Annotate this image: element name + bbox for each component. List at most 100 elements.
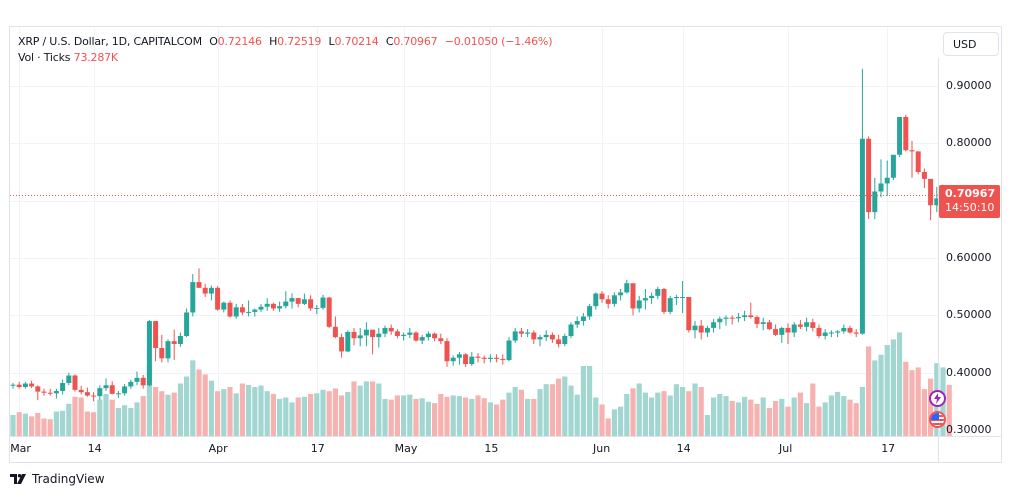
volume-bar <box>698 387 704 436</box>
candle-body <box>78 389 84 393</box>
candle-body <box>382 327 388 334</box>
volume-bar <box>847 399 853 436</box>
candle-body <box>556 339 562 344</box>
volume-bar <box>506 392 512 436</box>
tradingview-logo[interactable]: TradingView <box>10 472 105 486</box>
candle-body <box>630 283 636 309</box>
price-tick-label: 0.80000 <box>946 136 992 150</box>
brand-name: TradingView <box>32 472 105 486</box>
time-tick-label: 14 <box>676 442 691 455</box>
candle-body <box>828 332 834 334</box>
candle-body <box>661 288 667 312</box>
volume-bar <box>140 396 146 436</box>
candle-body <box>122 386 128 394</box>
candle-body <box>66 375 72 383</box>
volume-bar <box>407 394 413 436</box>
candle-body <box>655 288 661 296</box>
low-label: L <box>328 35 335 48</box>
volume-bar <box>593 397 599 436</box>
candle-body <box>543 334 549 338</box>
candle-body <box>72 375 78 390</box>
volume-bar <box>760 397 766 436</box>
candle-body <box>351 331 357 339</box>
volume-bar <box>711 397 717 436</box>
volume-bar <box>599 404 605 436</box>
candle-body <box>469 356 475 365</box>
candle-body <box>301 299 307 304</box>
volume-bar <box>525 398 531 436</box>
candle-body <box>47 392 53 394</box>
volume-bar <box>444 396 450 436</box>
candle-body <box>487 357 493 359</box>
candle-body <box>339 337 345 352</box>
lightning-event-icon[interactable] <box>929 390 946 407</box>
volume-value: 73.287K <box>73 51 119 64</box>
candle-body <box>704 327 710 333</box>
candle-body <box>308 299 314 309</box>
volume-bar <box>766 408 772 436</box>
time-tick-label: 15 <box>484 442 499 455</box>
candle-body <box>593 293 599 307</box>
volume-bar <box>729 401 735 436</box>
volume-bar <box>233 393 239 436</box>
volume-bar <box>822 402 828 436</box>
volume-bar <box>66 403 72 436</box>
candle-body <box>109 385 115 394</box>
time-tick-label: Jun <box>593 442 611 455</box>
volume-bar <box>456 396 462 436</box>
candle-body <box>345 331 351 352</box>
last-price-value: 0.70967 <box>945 187 996 200</box>
time-tick-label: Jul <box>779 442 793 455</box>
time-tick-label: Apr <box>208 442 228 455</box>
volume-bar <box>742 396 748 436</box>
volume-bar <box>921 389 927 436</box>
volume-bar <box>463 397 469 436</box>
us-flag-event-icon[interactable] <box>929 411 946 428</box>
candle-body <box>686 296 692 331</box>
volume-legend: Vol · Ticks 73.287K <box>18 51 118 64</box>
candle-body <box>605 299 611 304</box>
price-tick-label: 0.40000 <box>946 365 992 379</box>
candle-body <box>264 303 270 307</box>
price-tick-label: 0.90000 <box>946 79 992 92</box>
volume-bar <box>915 367 921 436</box>
volume-bar <box>537 389 543 436</box>
volume-bar <box>773 401 779 436</box>
volume-bar <box>717 394 723 436</box>
volume-bar <box>661 391 667 436</box>
high-label: H <box>269 35 278 48</box>
currency-button[interactable]: USD <box>943 32 999 56</box>
candle-body <box>890 154 896 178</box>
volume-bar <box>326 391 332 436</box>
candle-body <box>388 327 394 332</box>
candle-body <box>444 341 450 362</box>
volume-bar <box>97 399 103 436</box>
candle-body <box>370 329 376 338</box>
volume-bar <box>438 394 444 436</box>
candle-body <box>822 332 828 336</box>
candle-body <box>903 116 909 151</box>
volume-bar <box>10 415 16 436</box>
candle-body <box>153 321 159 349</box>
candle-body <box>60 382 66 392</box>
candle-body <box>432 333 438 339</box>
candle-body <box>258 306 264 310</box>
volume-bar <box>339 395 345 436</box>
candle-body <box>438 338 444 342</box>
volume-bar <box>549 384 555 436</box>
candle-body <box>773 329 779 335</box>
volume-bar <box>562 376 568 436</box>
candle-body <box>878 183 884 192</box>
candle-body <box>289 298 295 302</box>
volume-bar <box>605 418 611 436</box>
candle-body <box>314 307 320 309</box>
candle-body <box>673 296 679 299</box>
candle-body <box>140 377 146 386</box>
candle-body <box>41 391 47 393</box>
last-price-tag: 0.70967 14:50:10 <box>939 185 1000 218</box>
candle-body <box>29 383 35 387</box>
volume-bar <box>797 392 803 436</box>
time-tick-label: 17 <box>310 442 325 455</box>
candle-body <box>810 322 816 328</box>
